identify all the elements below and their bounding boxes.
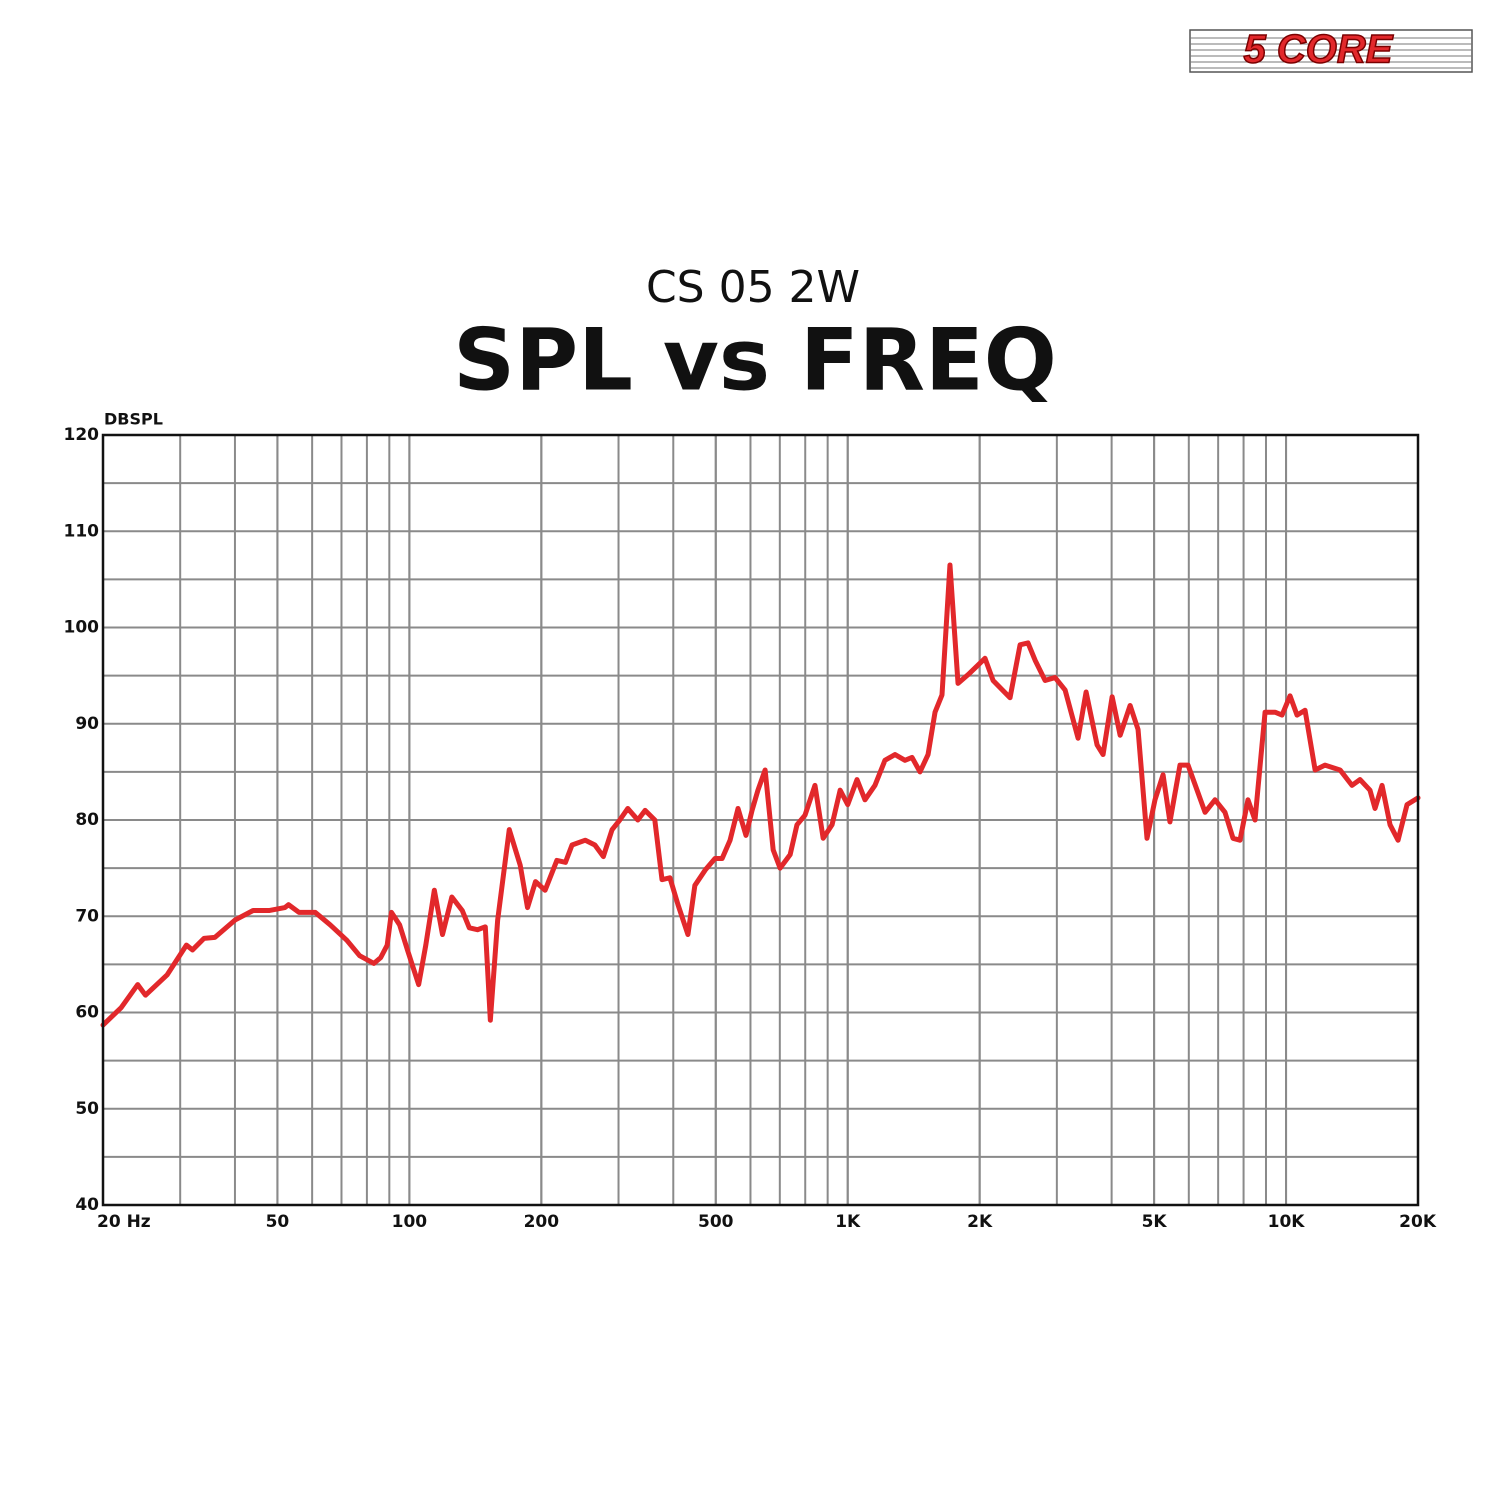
- x-tick-label: 1K: [835, 1212, 861, 1232]
- logo: 5 CORE: [1189, 27, 1473, 73]
- y-axis-label: DBSPL: [104, 410, 163, 429]
- x-tick-label: 200: [524, 1212, 560, 1232]
- y-tick-label: 100: [64, 618, 100, 638]
- y-tick-label: 110: [64, 521, 100, 541]
- logo-text: 5 CORE: [1244, 28, 1394, 72]
- logo-box: [1189, 29, 1473, 73]
- x-tick-label: 2K: [967, 1212, 993, 1232]
- x-tick-label: 100: [392, 1212, 428, 1232]
- x-tick-label: 500: [698, 1212, 734, 1232]
- y-tick-label: 90: [75, 714, 99, 734]
- plot-frame: [101, 433, 1420, 1207]
- chart-subtitle: SPL vs FREQ: [453, 310, 1057, 410]
- plot: [100, 562, 1421, 1028]
- y-tick-label: 40: [75, 1195, 99, 1215]
- y-tick-label: 70: [75, 906, 99, 926]
- x-tick-label: 10K: [1268, 1212, 1306, 1232]
- grid: [102, 434, 1419, 1206]
- y-tick-label: 120: [64, 425, 100, 445]
- data-line: [100, 562, 1421, 1028]
- x-tick-label: 5K: [1142, 1212, 1168, 1232]
- chart-title: CS 05 2W: [646, 262, 860, 313]
- x-tick-label: 20 Hz: [97, 1212, 151, 1232]
- x-tick-label: 50: [266, 1212, 290, 1232]
- x-tick-label: 20K: [1399, 1212, 1437, 1232]
- y-tick-label: 50: [75, 1099, 99, 1119]
- logo-stripes: [1190, 37, 1472, 69]
- y-tick-label: 60: [75, 1003, 99, 1023]
- y-tick-label: 80: [75, 810, 99, 830]
